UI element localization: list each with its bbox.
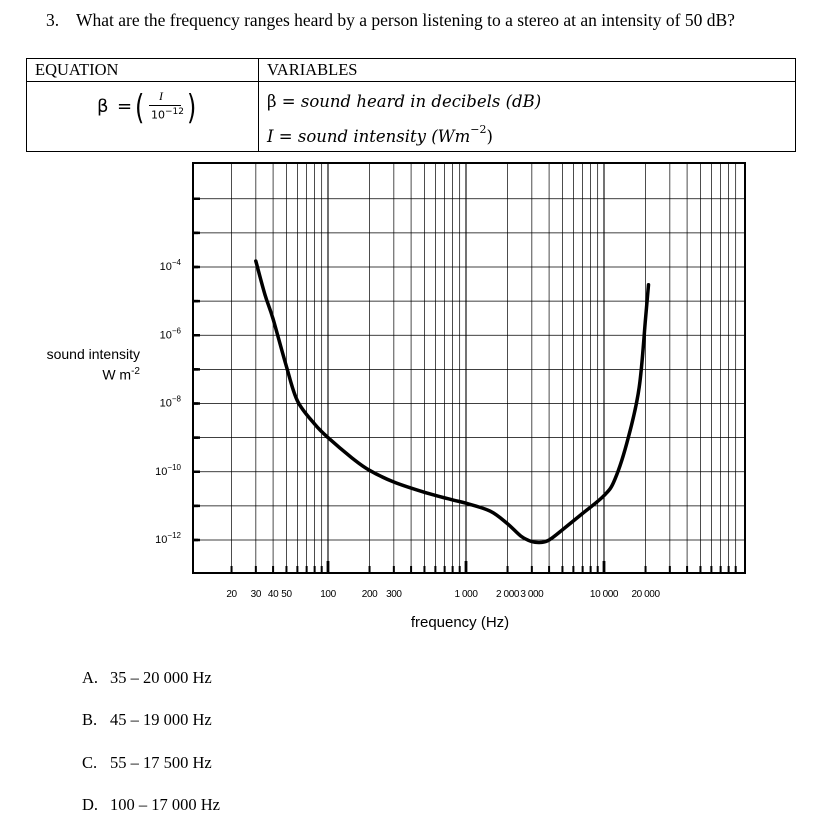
x-tick-label: 50 (281, 589, 292, 600)
x-tick-label: 20 (226, 589, 237, 600)
formula-equals: = (117, 96, 133, 117)
y-tick-label: 10−4 (160, 258, 182, 273)
x-tick-label: 20 000 (631, 589, 660, 600)
x-tick-label: 200 (362, 589, 378, 600)
y-axis-title: sound intensity W m-2 (20, 346, 140, 384)
variables-cell: β = sound heard in decibels (dB) I = sou… (258, 81, 796, 152)
answer-c[interactable]: C. 55 – 17 500 Hz (82, 753, 212, 772)
fraction-bar (149, 105, 181, 106)
question-text: What are the frequency ranges heard by a… (76, 10, 735, 30)
x-axis-label: frequency (Hz) (411, 614, 509, 631)
x-tick-label: 100 (320, 589, 336, 600)
y-axis-label: sound intensity (46, 346, 140, 362)
table-body-row: β = ( I 10−12 ) β = sound heard in decib… (26, 81, 796, 152)
formula-denominator: 10−12 (151, 107, 184, 122)
x-tick-label: 30 (251, 589, 262, 600)
x-tick-label: 40 (268, 589, 279, 600)
y-tick-label: 10−6 (160, 326, 182, 341)
answer-d[interactable]: D. 100 – 17 000 Hz (82, 795, 220, 814)
x-tick-label: 10 000 (590, 589, 619, 600)
x-tick-label: 2 000 (496, 589, 520, 600)
variable-intensity: I = sound intensity (Wm−2) (267, 123, 493, 146)
left-paren: ( (134, 88, 145, 128)
y-axis-ticks: 10−4 10−6 10−8 10−10 10−12 (155, 197, 200, 546)
x-tick-label: 3 000 (520, 589, 544, 600)
equation-cell: β = ( I 10−12 ) (26, 81, 259, 152)
equation-table: EQUATION VARIABLES β = ( I 10−12 ) β = s… (26, 58, 796, 152)
x-axis-ticks: 20 30 40 50 100 200 300 1 000 2 000 3 000 10 000 20… (226, 561, 737, 600)
variables-list: β = sound heard in decibels (dB) I = sou… (267, 82, 787, 151)
hearing-threshold-curve (254, 259, 651, 545)
answer-b[interactable]: B. 45 – 19 000 Hz (82, 710, 212, 729)
y-tick-label: 10−8 (160, 395, 182, 410)
formula-beta: β (97, 96, 109, 117)
formula-numerator: I (159, 89, 163, 103)
x-tick-label: 300 (386, 589, 402, 600)
right-paren: ) (186, 88, 197, 128)
y-axis-unit: W m-2 (102, 366, 140, 383)
y-tick-label: 10−12 (155, 531, 181, 546)
question: 3. What are the frequency ranges heard by… (46, 10, 735, 31)
y-tick-label: 10−10 (155, 463, 181, 478)
variable-beta: β = sound heard in decibels (dB) (267, 92, 542, 111)
x-tick-label: 1 000 (454, 589, 478, 600)
formula: β = ( I 10−12 ) (35, 82, 250, 146)
plot-frame (192, 162, 746, 574)
horizontal-gridlines (193, 198, 745, 541)
answer-a[interactable]: A. 35 – 20 000 Hz (82, 668, 212, 687)
vertical-gridlines (231, 163, 737, 573)
question-number: 3. (46, 10, 60, 30)
